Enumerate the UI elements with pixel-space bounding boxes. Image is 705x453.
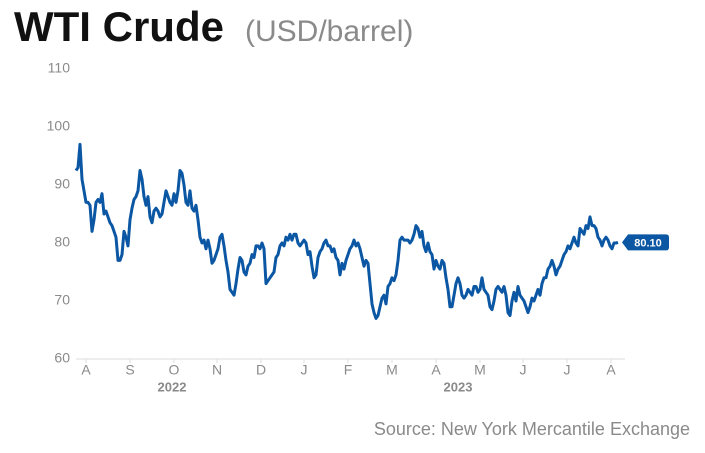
chart-subtitle: (USD/barrel) — [245, 15, 413, 48]
x-tick-label: J — [564, 362, 571, 378]
x-tick-label: M — [474, 362, 486, 378]
y-tick-label: 90 — [54, 176, 70, 192]
x-tick-label: O — [169, 362, 180, 378]
year-label: 2023 — [444, 379, 473, 394]
chart-title: WTI Crude — [14, 3, 224, 50]
x-tick-label: S — [125, 362, 134, 378]
year-label: 2022 — [158, 379, 187, 394]
x-tick-label: J — [520, 362, 527, 378]
x-tick-label: A — [81, 362, 91, 378]
x-tick-label: F — [344, 362, 353, 378]
y-tick-label: 110 — [48, 60, 71, 76]
x-tick-label: A — [431, 362, 441, 378]
end-label-text: 80.10 — [634, 237, 662, 249]
y-tick-label: 80 — [54, 234, 70, 250]
x-tick-label: J — [301, 362, 308, 378]
y-tick-label: 70 — [54, 292, 70, 308]
end-label-box — [622, 234, 669, 251]
source: Source: New York Mercantile Exchange — [374, 419, 690, 439]
x-tick-label: A — [606, 362, 616, 378]
y-tick-label: 60 — [54, 350, 70, 366]
x-tick-label: D — [256, 362, 266, 378]
x-tick-label: N — [212, 362, 222, 378]
end-label: 80.10 — [622, 234, 669, 251]
price-line — [74, 142, 619, 320]
x-tick-label: M — [386, 362, 398, 378]
y-tick-label: 100 — [47, 118, 71, 134]
